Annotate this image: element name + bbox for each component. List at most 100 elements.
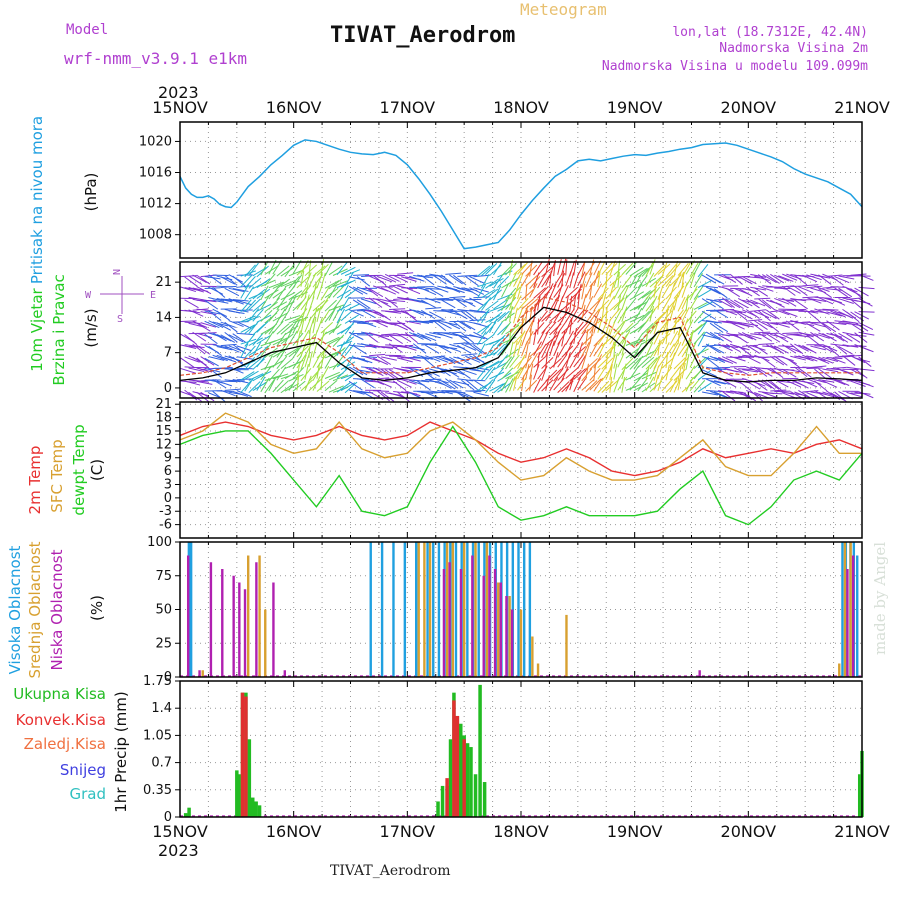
bar-niska-oblacnost [488,555,491,677]
wind-barb [593,365,596,382]
wind-barb [770,344,785,355]
wind-barb [669,377,678,393]
wind-barb [332,334,345,347]
wind-barb [794,274,808,286]
wind-barb [633,355,644,370]
wind-barb [585,309,596,324]
wind-barb [806,310,820,322]
wind-barb [545,352,548,369]
wind-barb [569,369,582,382]
wind-barb [589,357,602,370]
wind-barb [721,356,737,364]
wind-barb [677,282,685,298]
wind-barb [629,273,639,288]
wind-barb [316,362,321,379]
wind-barb [312,307,318,324]
wind-barb [453,310,468,320]
wind-barb [493,274,503,289]
wind-barb [738,332,754,340]
wind-barb [838,275,855,280]
wind-barb [344,287,359,299]
wind-barb [477,331,487,346]
wind-barb [553,260,556,277]
wind-barb [372,275,387,286]
wind-barb [276,380,289,392]
wind-barb [336,382,351,393]
wind-barb [312,366,322,381]
wind-barb [633,307,643,323]
wind-barb [685,365,696,380]
wind-barb [617,284,628,299]
wind-barb [854,332,868,343]
wind-barb [184,334,198,346]
wind-barb [802,354,818,362]
wind-barb [280,357,294,369]
wind-barb [850,380,866,387]
wind-barb [549,377,559,392]
wind-barb [272,354,283,368]
wind-barb [268,297,281,310]
wind-barb [453,321,467,332]
wind-barb [420,369,435,380]
wind-barb [489,289,502,301]
wind-barb [465,276,479,287]
footer-station: TIVAT_Aerodrom [330,863,451,879]
wind-barb [340,309,354,322]
wind-barb [569,318,573,335]
wind-barb [425,333,441,339]
bar-ukupna-kisa [235,770,239,817]
wind-barb [517,339,523,356]
wind-barb [850,355,866,364]
wind-barb [729,322,745,330]
wind-barb [549,340,555,357]
wind-barb [770,356,785,366]
wind-barb [389,283,406,287]
wind-barb [814,308,830,315]
wind-barb [826,288,843,291]
wind-barb [802,380,818,388]
wind-barb [336,308,345,324]
wind-barb [381,380,398,384]
wind-barb [300,270,305,287]
wind-barb [445,321,461,330]
wind-barb [376,355,392,365]
wind-barb [533,356,546,368]
wind-barb [738,368,755,371]
wind-barb [525,364,530,380]
wind-barb [236,356,253,360]
wind-barb [497,310,510,323]
wind-barb [613,308,622,324]
wind-barb [469,309,486,313]
wind-barb [838,368,854,376]
wind-barb [589,378,602,391]
wind-barb [517,330,526,345]
wind-barb [264,265,279,275]
wind-barb [364,332,379,343]
wind-barb [304,272,312,288]
wind-barb [525,283,528,300]
bar-srednja-oblacnost [201,670,204,677]
wind-barb [737,345,752,356]
wind-barb [697,369,712,381]
wind-barb [260,285,269,301]
wind-barb [280,266,295,277]
wind-barb [360,343,377,349]
wind-barb [714,298,731,301]
wind-barb [806,296,822,304]
wind-barb [525,275,538,287]
wind-barb [188,309,204,317]
wind-barb [264,355,273,370]
wind-barb [352,286,368,295]
wind-barb [593,317,599,334]
wind-barb [673,309,684,323]
wind-barb [774,297,790,305]
wind-barb [441,332,458,337]
wind-barb [649,355,660,370]
wind-barb [741,391,756,402]
wind-barb [356,357,373,364]
wind-barb [497,354,509,368]
wind-barb [641,308,654,322]
wind-barb [746,319,763,322]
wind-barb [762,321,779,326]
wind-barb [782,332,799,335]
